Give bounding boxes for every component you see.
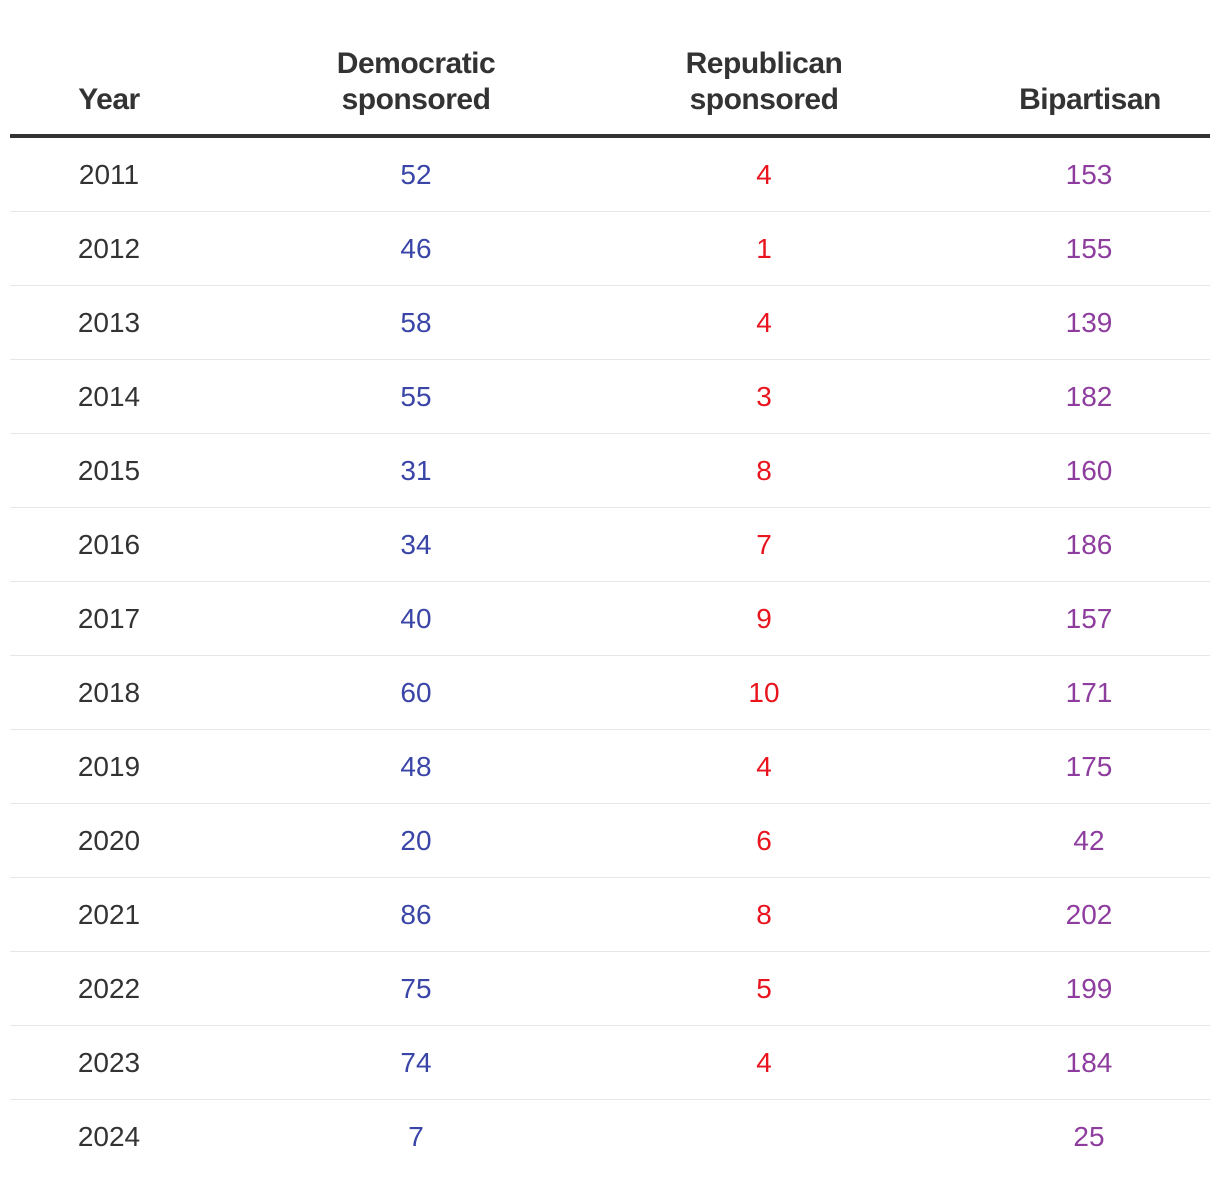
table-row: 2020 20 6 42 — [10, 804, 1210, 878]
cell-year: 2012 — [77, 233, 141, 264]
cell-democratic: 48 — [400, 751, 432, 782]
cell-republican: 9 — [756, 603, 772, 634]
cell-year: 2015 — [77, 455, 141, 486]
cell-year: 2021 — [77, 899, 141, 930]
column-header-bipartisan: Bipartisan — [1019, 83, 1161, 116]
table-row: 2017 40 9 157 — [10, 582, 1210, 656]
table-row: 2024 7 25 — [10, 1100, 1210, 1173]
cell-republican: 5 — [756, 973, 772, 1004]
cell-bipartisan: 182 — [1065, 381, 1113, 412]
cell-democratic: 40 — [400, 603, 432, 634]
cell-republican: 6 — [756, 825, 772, 856]
cell-republican: 8 — [756, 899, 772, 930]
cell-year: 2022 — [77, 973, 141, 1004]
cell-republican: 4 — [756, 159, 772, 190]
cell-year: 2011 — [78, 159, 140, 190]
table-row: 2022 75 5 199 — [10, 952, 1210, 1026]
cell-democratic: 60 — [400, 677, 432, 708]
table-row: 2023 74 4 184 — [10, 1026, 1210, 1100]
cell-democratic: 75 — [400, 973, 432, 1004]
table-row: 2021 86 8 202 — [10, 878, 1210, 952]
cell-democratic: 7 — [408, 1121, 424, 1152]
cell-republican: 1 — [756, 233, 772, 264]
sponsorship-table: Year Democratic sponsored Republican spo… — [10, 0, 1210, 1173]
cell-bipartisan: 171 — [1065, 677, 1113, 708]
cell-year: 2019 — [77, 751, 141, 782]
cell-year: 2013 — [77, 307, 141, 338]
table-header: Year Democratic sponsored Republican spo… — [10, 0, 1210, 138]
cell-democratic: 20 — [400, 825, 432, 856]
cell-democratic: 58 — [400, 307, 432, 338]
cell-democratic: 31 — [400, 455, 432, 486]
cell-bipartisan: 42 — [1073, 825, 1105, 856]
table-body: 2011 52 4 153 2012 46 1 155 2013 58 4 139 2014 55 3 182… — [10, 138, 1210, 1173]
cell-year: 2018 — [77, 677, 141, 708]
cell-bipartisan: 175 — [1065, 751, 1113, 782]
column-header-republican: Republican sponsored — [685, 47, 843, 116]
cell-year: 2014 — [77, 381, 141, 412]
cell-republican: 4 — [756, 307, 772, 338]
cell-year: 2024 — [77, 1121, 141, 1152]
cell-democratic: 55 — [400, 381, 432, 412]
table-row: 2018 60 10 171 — [10, 656, 1210, 730]
cell-year: 2017 — [77, 603, 141, 634]
cell-republican: 10 — [748, 677, 780, 708]
cell-republican: 7 — [756, 529, 772, 560]
table-row: 2013 58 4 139 — [10, 286, 1210, 360]
cell-bipartisan: 157 — [1065, 603, 1113, 634]
cell-year: 2023 — [77, 1047, 141, 1078]
table-row: 2012 46 1 155 — [10, 212, 1210, 286]
cell-bipartisan: 186 — [1065, 529, 1113, 560]
cell-bipartisan: 153 — [1065, 159, 1113, 190]
cell-democratic: 74 — [400, 1047, 432, 1078]
cell-bipartisan: 184 — [1065, 1047, 1113, 1078]
column-header-year: Year — [78, 83, 140, 116]
cell-bipartisan: 160 — [1065, 455, 1113, 486]
table-row: 2016 34 7 186 — [10, 508, 1210, 582]
cell-republican: 3 — [756, 381, 772, 412]
cell-bipartisan: 25 — [1073, 1121, 1105, 1152]
cell-republican: 4 — [756, 1047, 772, 1078]
cell-democratic: 86 — [400, 899, 432, 930]
cell-democratic: 34 — [400, 529, 432, 560]
table-row: 2011 52 4 153 — [10, 138, 1210, 212]
cell-bipartisan: 202 — [1065, 899, 1113, 930]
cell-bipartisan: 199 — [1065, 973, 1113, 1004]
cell-bipartisan: 155 — [1065, 233, 1113, 264]
cell-republican: 8 — [756, 455, 772, 486]
table-row: 2019 48 4 175 — [10, 730, 1210, 804]
cell-bipartisan: 139 — [1065, 307, 1113, 338]
table-row: 2015 31 8 160 — [10, 434, 1210, 508]
table-row: 2014 55 3 182 — [10, 360, 1210, 434]
cell-year: 2016 — [77, 529, 141, 560]
cell-democratic: 52 — [400, 159, 432, 190]
cell-republican: 4 — [756, 751, 772, 782]
column-header-democratic: Democratic sponsored — [336, 47, 496, 116]
cell-democratic: 46 — [400, 233, 432, 264]
cell-year: 2020 — [77, 825, 141, 856]
